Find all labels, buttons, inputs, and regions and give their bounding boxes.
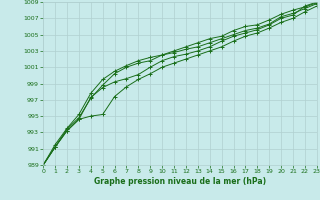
X-axis label: Graphe pression niveau de la mer (hPa): Graphe pression niveau de la mer (hPa): [94, 177, 266, 186]
